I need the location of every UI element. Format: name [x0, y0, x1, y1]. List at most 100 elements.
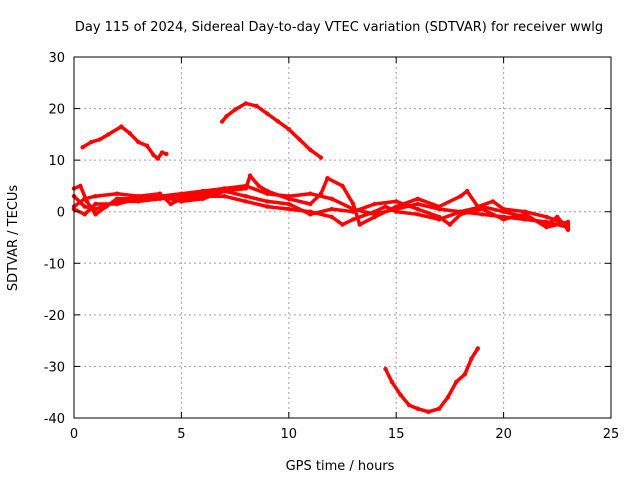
- data-point: [475, 346, 480, 351]
- data-point: [394, 204, 399, 209]
- data-point: [136, 139, 141, 145]
- data-point: [318, 155, 324, 160]
- data-point: [82, 196, 87, 201]
- data-point: [415, 406, 420, 411]
- data-point: [265, 199, 270, 204]
- data-point: [157, 194, 163, 199]
- data-point: [415, 206, 420, 212]
- series-cluster-d: [71, 188, 571, 230]
- data-point: [136, 196, 141, 201]
- data-point: [151, 152, 156, 158]
- plot-data: [71, 101, 571, 414]
- data-point: [415, 196, 420, 201]
- data-point: [220, 119, 225, 124]
- data-point: [286, 127, 291, 132]
- data-point: [458, 194, 463, 199]
- data-point: [97, 137, 103, 142]
- data-point: [389, 379, 395, 385]
- series-line: [72, 189, 570, 229]
- data-point: [490, 199, 496, 204]
- data-point: [329, 214, 334, 220]
- data-point: [544, 225, 549, 230]
- data-point: [464, 188, 470, 194]
- data-point: [479, 206, 485, 212]
- data-point: [454, 379, 459, 385]
- data-point: [144, 143, 150, 148]
- data-point: [164, 151, 169, 157]
- data-point: [437, 214, 442, 220]
- data-point: [351, 217, 356, 222]
- data-point: [555, 214, 560, 220]
- x-tick-label: 25: [603, 427, 620, 442]
- series-arc-low: [383, 346, 480, 414]
- data-point: [254, 103, 259, 109]
- data-point: [372, 214, 377, 220]
- data-point: [222, 194, 227, 199]
- data-point: [308, 191, 313, 196]
- data-point: [372, 201, 377, 207]
- data-point: [437, 406, 442, 411]
- y-tick-label: -40: [44, 412, 65, 427]
- data-point: [232, 107, 238, 112]
- data-point: [394, 199, 399, 204]
- data-point: [329, 206, 334, 212]
- y-tick-label: -10: [44, 257, 65, 272]
- x-tick-label: 0: [70, 427, 78, 442]
- y-tick-label: 10: [48, 154, 65, 169]
- plot-frame: [73, 56, 612, 419]
- data-point: [114, 201, 120, 207]
- data-point: [89, 139, 94, 145]
- data-point: [501, 217, 506, 222]
- data-point: [159, 150, 165, 155]
- data-point: [351, 209, 356, 214]
- series-cluster-b: [71, 173, 571, 227]
- data-point: [544, 214, 549, 220]
- data-point: [351, 201, 356, 207]
- data-point: [80, 145, 85, 150]
- data-point: [437, 204, 442, 209]
- data-point: [93, 194, 98, 199]
- data-point: [383, 204, 388, 209]
- data-point: [565, 219, 571, 225]
- data-point: [78, 183, 83, 189]
- data-point: [447, 222, 453, 227]
- data-point: [357, 222, 362, 227]
- data-point: [308, 147, 313, 152]
- data-point: [106, 132, 111, 137]
- y-tick-label: 30: [48, 51, 65, 66]
- data-point: [522, 212, 528, 217]
- y-tick-label: -20: [44, 309, 65, 324]
- data-point: [565, 227, 571, 232]
- data-point: [501, 209, 506, 214]
- data-point: [462, 372, 468, 377]
- data-point: [93, 201, 98, 207]
- data-point: [415, 201, 420, 207]
- data-point: [479, 212, 485, 217]
- data-point: [394, 209, 399, 214]
- data-point: [127, 131, 132, 136]
- data-point: [426, 409, 431, 414]
- data-point: [329, 196, 334, 201]
- data-point: [82, 204, 87, 209]
- data-point: [325, 176, 330, 181]
- data-point: [114, 191, 120, 196]
- data-point: [415, 212, 420, 217]
- y-tick-label: -30: [44, 360, 65, 375]
- series-arc-top-early: [80, 124, 169, 161]
- series-line: [383, 346, 480, 414]
- data-point: [243, 194, 248, 199]
- data-point: [168, 201, 173, 207]
- data-point: [256, 183, 261, 189]
- data-point: [243, 101, 248, 106]
- data-point: [224, 114, 229, 119]
- data-point: [383, 366, 388, 372]
- grid: [74, 57, 611, 418]
- data-point: [275, 119, 281, 124]
- data-point: [265, 111, 270, 116]
- data-point: [458, 212, 463, 217]
- data-point: [222, 188, 227, 194]
- data-point: [200, 196, 206, 201]
- data-point: [155, 156, 160, 161]
- x-tick-label: 5: [177, 427, 185, 442]
